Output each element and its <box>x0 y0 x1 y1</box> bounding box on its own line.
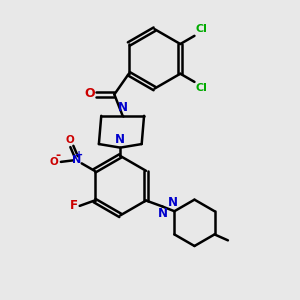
Text: O: O <box>50 157 59 167</box>
Text: N: N <box>72 155 81 165</box>
Text: +: + <box>75 150 83 160</box>
Text: -: - <box>55 149 61 162</box>
Text: N: N <box>115 133 125 146</box>
Text: N: N <box>118 101 128 114</box>
Text: N: N <box>168 196 178 209</box>
Text: O: O <box>84 87 95 100</box>
Text: N: N <box>158 207 168 220</box>
Text: O: O <box>66 135 75 145</box>
Text: F: F <box>70 200 78 212</box>
Text: Cl: Cl <box>196 83 208 93</box>
Text: Cl: Cl <box>196 24 208 34</box>
